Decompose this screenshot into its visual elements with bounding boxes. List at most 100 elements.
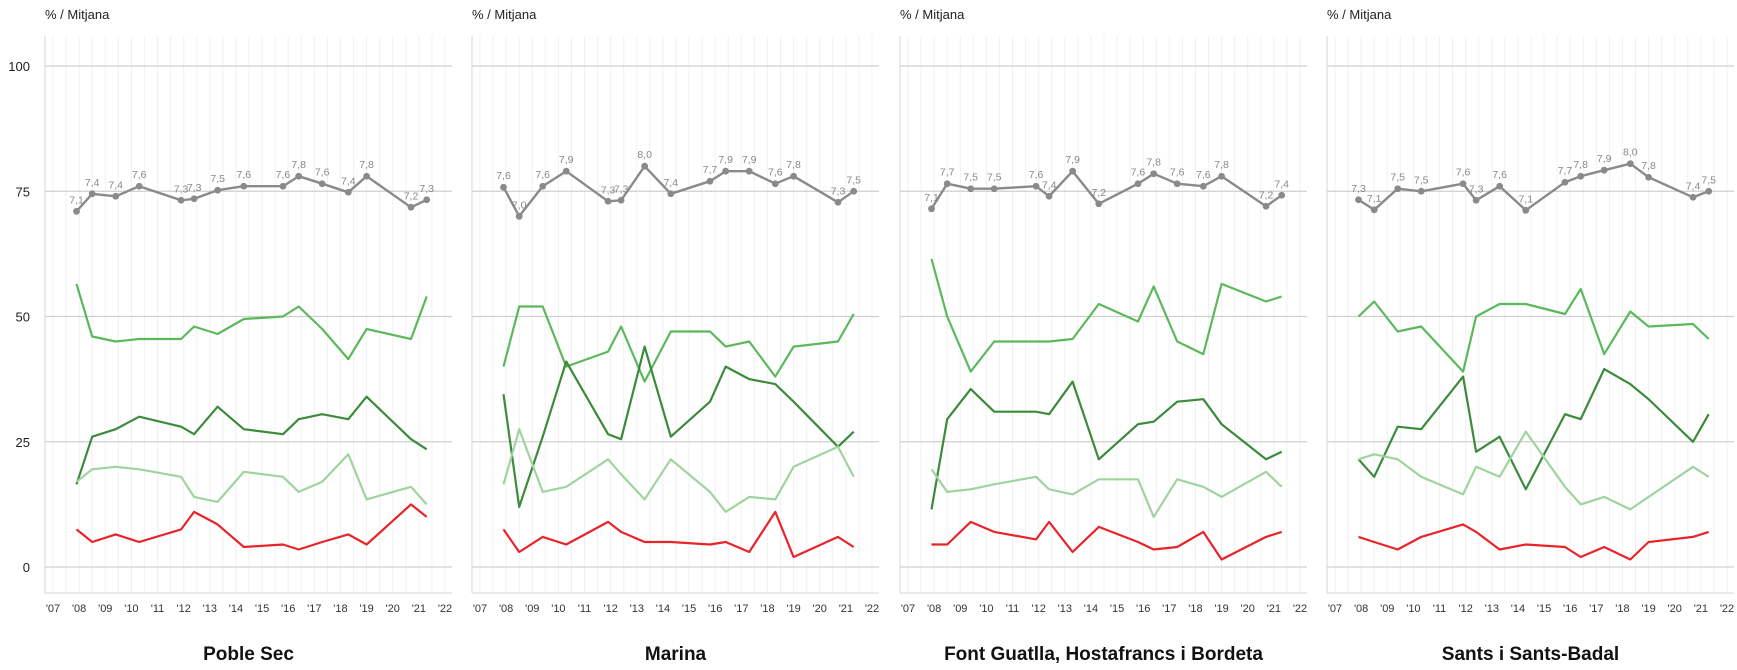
data-label: 7,4: [1274, 178, 1289, 190]
series-line-4: [930, 468, 1283, 519]
data-label: 7,9: [559, 154, 574, 166]
data-point: [562, 167, 570, 175]
data-label: 7,3: [174, 183, 189, 195]
data-label: 7,3: [1469, 183, 1484, 195]
x-tick-label: '17: [1589, 603, 1603, 615]
chart-panel-2: % / Mitjana '07 '08 '09 '10 '11 '12 '13 '14 '15 '1…: [471, 7, 879, 665]
series-line-3: [1357, 368, 1710, 491]
series-line-5: [502, 510, 855, 559]
data-point: [1134, 180, 1142, 188]
data-point: [214, 186, 222, 194]
series-line-1: [1357, 162, 1710, 212]
data-point: [990, 185, 998, 193]
data-label: 7,3: [601, 184, 616, 196]
data-point: [1705, 187, 1713, 195]
data-point: [73, 207, 80, 215]
series-line-2: [502, 305, 855, 383]
x-tick-label: '14: [656, 603, 670, 615]
data-point: [617, 196, 625, 204]
y-tick-label: 100: [8, 59, 30, 74]
data-label: 7,6: [236, 169, 251, 181]
x-tick-label: '07: [1328, 603, 1342, 615]
x-tick-label: '22: [865, 603, 879, 615]
data-point: [279, 182, 287, 190]
x-tick-label: '22: [438, 603, 452, 615]
data-label: 7,6: [1029, 169, 1044, 181]
chart-panel-4: % / Mitjana '07 '08 '09 '10 '11 '12 '13 '14 '15 '1…: [1326, 7, 1734, 665]
data-point: [641, 162, 649, 170]
x-tick-label: '10: [1406, 603, 1420, 615]
data-label: 7,6: [768, 167, 783, 179]
data-label: 7,0: [512, 199, 527, 211]
data-label: 7,6: [276, 169, 291, 181]
data-point: [318, 180, 326, 188]
chart-panel-3: % / Mitjana '07 '08 '09 '10 '11 '12 '13 '14 '15 '1…: [899, 7, 1307, 665]
data-point: [500, 183, 507, 191]
y-unit-label: % / Mitjana: [45, 7, 110, 22]
x-tick-label: '09: [98, 603, 112, 615]
data-point: [943, 180, 951, 188]
data-label: 7,6: [1170, 167, 1185, 179]
data-point: [515, 212, 523, 220]
data-point: [190, 195, 198, 203]
data-point: [667, 190, 675, 198]
x-tick-label: '11: [1433, 603, 1447, 615]
data-label: 7,8: [786, 159, 801, 171]
data-label: 7,5: [1390, 172, 1405, 184]
data-point: [407, 203, 415, 211]
data-point: [1262, 202, 1270, 210]
y-tick-label: 50: [16, 310, 30, 325]
data-point: [745, 167, 753, 175]
data-point: [1150, 170, 1158, 178]
x-tick-label: '07: [46, 603, 60, 615]
x-tick-label: '07: [901, 603, 915, 615]
x-tick-label: '18: [760, 603, 774, 615]
data-label: 7,3: [187, 182, 202, 194]
data-label: 7,6: [132, 169, 147, 181]
data-label: 7,5: [1414, 174, 1429, 186]
data-point: [1095, 200, 1103, 208]
data-point: [604, 197, 612, 205]
data-label: 7,6: [535, 169, 550, 181]
x-tick-label: '16: [1136, 603, 1150, 615]
x-tick-label: '16: [1563, 603, 1577, 615]
x-tick-label: '18: [1615, 603, 1629, 615]
data-label: 7,7: [1558, 165, 1573, 177]
data-point: [177, 196, 185, 204]
series-line-1: [930, 169, 1283, 210]
y-unit-label: % / Mitjana: [900, 7, 965, 22]
data-point: [790, 172, 797, 180]
series-line-2: [1357, 287, 1710, 373]
data-point: [722, 167, 730, 175]
data-label: 7,9: [1597, 153, 1612, 165]
x-tick-label: '10: [551, 603, 565, 615]
x-tick-label: '11: [578, 603, 592, 615]
x-tick-label: '20: [386, 603, 400, 615]
y-tick-label: 25: [16, 435, 30, 450]
data-point: [1032, 182, 1040, 190]
data-point: [1069, 167, 1077, 175]
data-point: [834, 198, 842, 206]
data-label: 7,1: [924, 192, 939, 204]
series-line-4: [1358, 430, 1710, 511]
x-tick-label: '17: [1162, 603, 1176, 615]
data-label: 7,7: [940, 167, 955, 179]
x-tick-label: '08: [72, 603, 86, 615]
x-tick-label: '07: [473, 603, 487, 615]
x-tick-label: '15: [255, 603, 269, 615]
data-label: 7,5: [1701, 174, 1716, 186]
data-label: 7,1: [1367, 193, 1382, 205]
x-tick-label: '21: [1267, 603, 1281, 615]
data-point: [1199, 182, 1207, 190]
series-line-5: [1358, 523, 1710, 561]
data-label: 7,5: [846, 174, 861, 186]
data-point: [1394, 185, 1402, 193]
x-tick-label: '09: [953, 603, 967, 615]
x-tick-label: '09: [525, 603, 539, 615]
panel-title: Poble Sec: [203, 644, 294, 665]
data-label: 7,4: [1042, 179, 1057, 191]
data-label: 7,4: [1686, 180, 1701, 192]
data-label: 7,6: [315, 167, 330, 179]
data-label: 7,4: [108, 179, 123, 191]
data-label: 7,6: [1131, 167, 1146, 179]
